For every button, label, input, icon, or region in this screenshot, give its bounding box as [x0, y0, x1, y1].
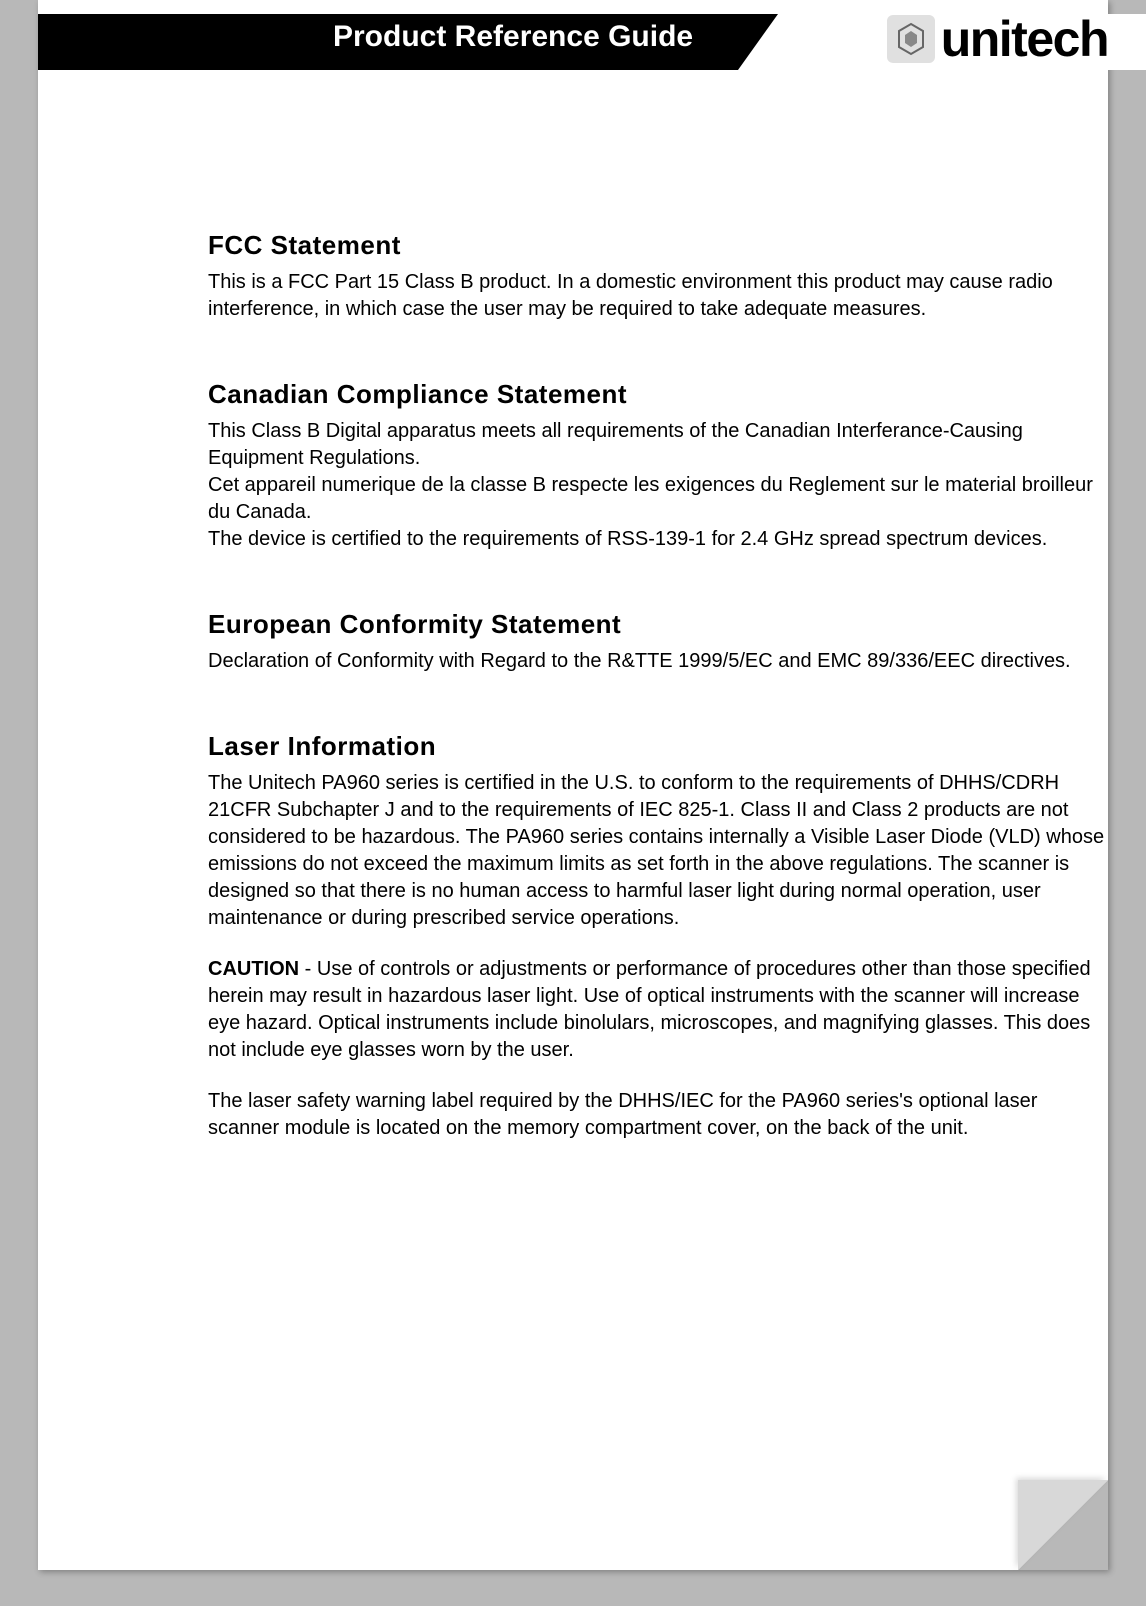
section-laser: Laser Information The Unitech PA960 seri…	[208, 731, 1112, 1142]
section-canadian: Canadian Compliance Statement This Class…	[208, 379, 1112, 553]
heading-laser: Laser Information	[208, 731, 1112, 762]
paragraph: This is a FCC Part 15 Class B product. I…	[208, 269, 1112, 323]
paragraph-caution: CAUTION - Use of controls or adjustments…	[208, 956, 1112, 1064]
section-european: European Conformity Statement Declaratio…	[208, 609, 1112, 675]
document-page: Product Reference Guide unitech FCC Stat…	[38, 0, 1108, 1570]
paragraph: The Unitech PA960 series is certified in…	[208, 770, 1112, 932]
content-area: FCC Statement This is a FCC Part 15 Clas…	[208, 230, 1112, 1198]
page-corner-fold	[1018, 1480, 1108, 1570]
brand-text: unitech	[941, 10, 1108, 68]
heading-fcc: FCC Statement	[208, 230, 1112, 261]
paragraph: Declaration of Conformity with Regard to…	[208, 648, 1112, 675]
paragraph: The device is certified to the requireme…	[208, 526, 1112, 553]
unitech-logo-icon	[887, 15, 935, 63]
paragraph: The laser safety warning label required …	[208, 1088, 1112, 1142]
brand-logo: unitech	[887, 10, 1108, 68]
header-title: Product Reference Guide	[333, 20, 693, 54]
header-wedge	[738, 14, 778, 70]
heading-canadian: Canadian Compliance Statement	[208, 379, 1112, 410]
paragraph: This Class B Digital apparatus meets all…	[208, 418, 1112, 472]
paragraph: Cet appareil numerique de la classe B re…	[208, 472, 1112, 526]
heading-european: European Conformity Statement	[208, 609, 1112, 640]
section-fcc: FCC Statement This is a FCC Part 15 Clas…	[208, 230, 1112, 323]
caution-label: CAUTION	[208, 958, 299, 980]
